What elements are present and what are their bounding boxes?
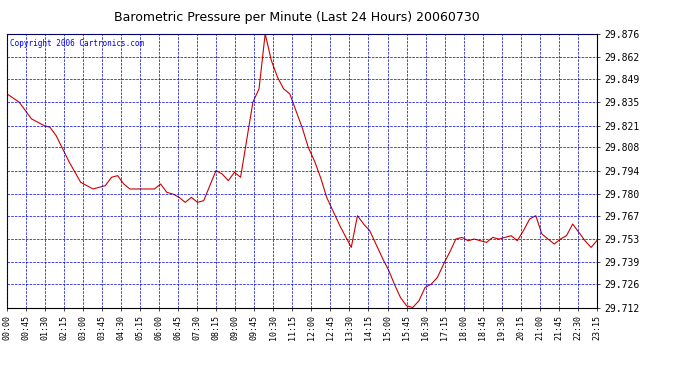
Text: Copyright 2006 Cartronics.com: Copyright 2006 Cartronics.com — [10, 39, 144, 48]
Text: Barometric Pressure per Minute (Last 24 Hours) 20060730: Barometric Pressure per Minute (Last 24 … — [114, 11, 480, 24]
